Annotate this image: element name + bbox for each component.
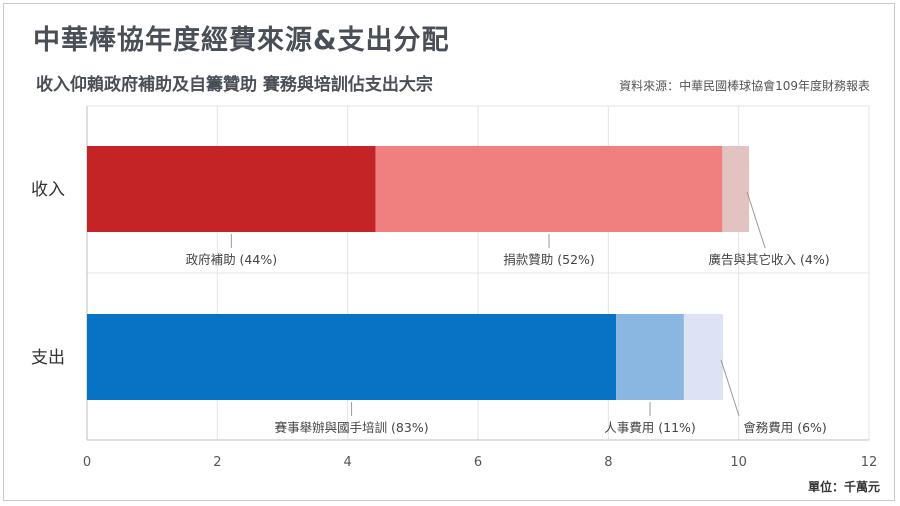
unit-note: 單位：千萬元 xyxy=(807,480,880,494)
category-label: 收入 xyxy=(31,180,65,200)
x-tick-label: 4 xyxy=(344,455,352,470)
segment-label: 會務費用 (6%) xyxy=(743,420,827,435)
bar-segment xyxy=(375,146,723,232)
x-tick-label: 6 xyxy=(474,455,482,470)
bar-segment xyxy=(683,314,724,400)
chart-subtitle: 收入仰賴政府補助及自籌贊助 賽務與培訓佔支出大宗 xyxy=(36,75,433,95)
segment-label: 賽事舉辦與國手培訓 (83%) xyxy=(275,420,429,435)
x-tick-label: 10 xyxy=(730,455,747,470)
segment-label: 廣告與其它收入 (4%) xyxy=(709,252,830,267)
segment-label: 人事費用 (11%) xyxy=(604,420,696,435)
x-tick-label: 12 xyxy=(861,455,878,470)
x-tick-label: 0 xyxy=(83,455,91,470)
bar-segment xyxy=(87,146,376,232)
category-label: 支出 xyxy=(31,348,65,368)
leader-line xyxy=(720,359,740,417)
bar-segment xyxy=(87,314,617,400)
x-tick-label: 8 xyxy=(604,455,612,470)
bar-segment xyxy=(722,146,750,232)
x-tick-label: 2 xyxy=(213,455,221,470)
chart-title: 中華棒協年度經費來源&支出分配 xyxy=(33,25,450,56)
leader-line xyxy=(746,191,766,249)
segment-label: 政府補助 (44%) xyxy=(186,252,278,267)
bar-segment xyxy=(616,314,684,400)
segment-label: 捐款贊助 (52%) xyxy=(503,252,595,267)
chart-frame xyxy=(3,3,895,501)
source-note: 資料來源：中華民國棒球協會109年度財務報表 xyxy=(619,79,870,93)
